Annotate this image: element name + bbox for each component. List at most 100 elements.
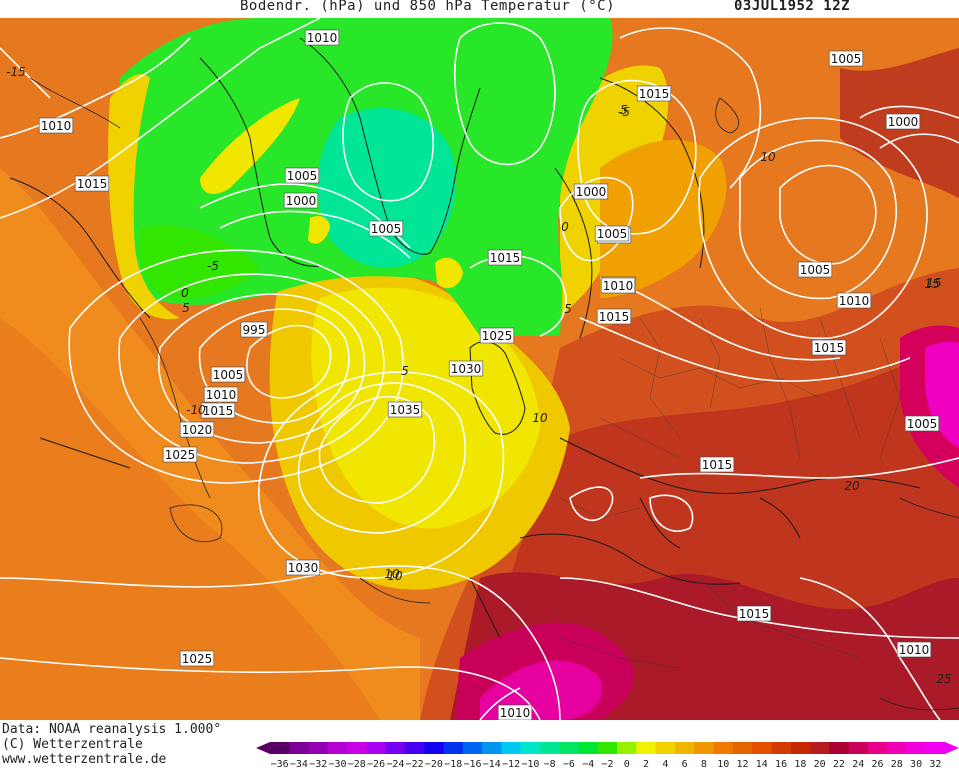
colorbar-tick-label: 16 xyxy=(775,759,787,770)
temp-field-cold-lobe xyxy=(138,225,260,299)
isotherms xyxy=(29,77,959,711)
colorbar-tick-label: 30 xyxy=(910,759,922,770)
temp-field-east-magenta xyxy=(925,341,959,448)
svg-text:1030: 1030 xyxy=(451,362,482,376)
colorbar-swatch xyxy=(443,742,464,754)
colorbar-tick-label: 4 xyxy=(662,759,668,770)
svg-text:1030: 1030 xyxy=(288,561,319,575)
colorbar-tick-label: −18 xyxy=(444,759,462,770)
isobar-label: 1015 xyxy=(636,85,672,102)
colorbar-tick-label: −24 xyxy=(386,759,404,770)
svg-text:1005: 1005 xyxy=(907,417,938,431)
isobar-label: 1010 xyxy=(497,704,533,720)
isobar-label: 1015 xyxy=(596,308,632,325)
colorbar-tick-label: 28 xyxy=(891,759,903,770)
weather-map: 1010100510001005101010051015102510301035… xyxy=(0,18,959,720)
svg-text:1005: 1005 xyxy=(800,263,831,277)
svg-text:1020: 1020 xyxy=(182,423,213,437)
coastlines xyxy=(9,37,921,639)
isotherm-label: 0 xyxy=(181,286,189,300)
colorbar-tick-label: 2 xyxy=(643,759,649,770)
isobar-labels: 1010100510001005101010051015102510301035… xyxy=(38,29,940,720)
isobar-label: 1010 xyxy=(896,641,932,658)
colorbar-tick-label: −34 xyxy=(290,759,308,770)
colorbar-tick-label: 8 xyxy=(701,759,707,770)
colorbar-tick-label: 18 xyxy=(794,759,806,770)
colorbar-swatch xyxy=(655,742,676,754)
colorbar-tick-label: −36 xyxy=(271,759,289,770)
colorbar-swatch xyxy=(308,742,329,754)
isobar-label: 1015 xyxy=(699,456,735,473)
colorbar-tick-label: −14 xyxy=(483,759,501,770)
svg-text:1015: 1015 xyxy=(702,458,733,472)
isobar-label: 1010 xyxy=(836,292,872,309)
colorbar-swatch xyxy=(867,742,888,754)
colorbar-swatch xyxy=(887,742,907,754)
svg-text:1005: 1005 xyxy=(371,222,402,236)
colorbar-swatch xyxy=(501,742,522,754)
colorbar-swatch xyxy=(289,742,310,754)
colorbar-swatch xyxy=(424,742,445,754)
colorbar-swatch xyxy=(482,742,502,754)
colorbar-swatch xyxy=(405,742,425,754)
isobar-label: 1035 xyxy=(387,401,423,418)
isotherm-label: 5 xyxy=(401,364,409,378)
colorbar-tick-label: 0 xyxy=(624,759,630,770)
isobar-label: 995 xyxy=(240,321,268,338)
isotherm-label: 10 xyxy=(532,411,548,425)
svg-text:1025: 1025 xyxy=(482,329,513,343)
svg-text:1005: 1005 xyxy=(831,52,862,66)
colorbar-swatch xyxy=(617,742,637,754)
svg-text:1015: 1015 xyxy=(814,341,845,355)
colorbar-swatch xyxy=(713,742,734,754)
colorbar-tick-label: 14 xyxy=(756,759,768,770)
colorbar-tick-label: −32 xyxy=(309,759,327,770)
isobar-label: 1005 xyxy=(368,220,404,237)
colorbar-swatch xyxy=(385,742,406,754)
svg-text:1010: 1010 xyxy=(206,388,237,402)
isobar-label: 1015 xyxy=(811,339,847,356)
isobar-label: 1025 xyxy=(162,446,198,463)
isobar-label: 1010 xyxy=(304,29,340,46)
isobar-label: 1015 xyxy=(487,249,523,266)
colorbar-swatch xyxy=(829,742,850,754)
isotherm-label: 10 xyxy=(384,567,400,581)
chart-title: Bodendr. (hPa) und 850 hPa Temperatur (°… xyxy=(240,0,616,14)
svg-text:1005: 1005 xyxy=(597,227,628,241)
isobar-label: 1020 xyxy=(179,421,215,438)
colorbar-tick-label: −4 xyxy=(582,759,594,770)
colorbar-swatch xyxy=(597,742,618,754)
colorbar-tick-label: −22 xyxy=(406,759,424,770)
temp-field-scand-orange xyxy=(600,139,727,298)
chart-datetime: 03JUL1952 12Z xyxy=(734,0,851,14)
colorbar-tick-label: 10 xyxy=(717,759,729,770)
isobar-label: 1015 xyxy=(736,605,772,622)
chart-footer: Data: NOAA reanalysis 1.000° (C) Wetterz… xyxy=(0,720,959,770)
isobar-label: 1030 xyxy=(285,559,321,576)
isotherm-label: -5 xyxy=(618,105,630,119)
isotherm-label: 15 xyxy=(924,277,939,291)
isobar-label: 1005 xyxy=(904,415,940,432)
copyright-text: (C) Wetterzentrale xyxy=(2,737,143,752)
temp-field-labrador-yellow xyxy=(108,74,180,320)
isotherm-label: 5 xyxy=(564,302,572,316)
svg-text:1000: 1000 xyxy=(888,115,919,129)
colorbar-swatch xyxy=(270,742,290,754)
colorbar-tick-label: −6 xyxy=(563,759,575,770)
colorbar-tick-label: −16 xyxy=(463,759,481,770)
temperature-colorbar: −36 −34 −32 −30 −28 −26 −24 −22 −20 −18 −16 −14 −12−… xyxy=(256,742,959,770)
colorbar-swatch xyxy=(327,742,348,754)
colorbar-swatch xyxy=(752,742,772,754)
isobar-label: 1005 xyxy=(828,50,864,67)
colorbar-swatch xyxy=(925,742,946,754)
data-source-text: Data: NOAA reanalysis 1.000° xyxy=(2,722,222,737)
isobar-label: 1005 xyxy=(284,167,320,184)
chart-header: Bodendr. (hPa) und 850 hPa Temperatur (°… xyxy=(0,0,959,18)
isobar-label: 1015 xyxy=(200,402,236,419)
svg-text:1000: 1000 xyxy=(286,194,317,208)
isotherm-label: 20 xyxy=(844,479,860,493)
isobar-label: 1005 xyxy=(594,225,630,242)
isotherm-label: 10 xyxy=(760,150,776,164)
colorbar-swatch xyxy=(540,742,560,754)
